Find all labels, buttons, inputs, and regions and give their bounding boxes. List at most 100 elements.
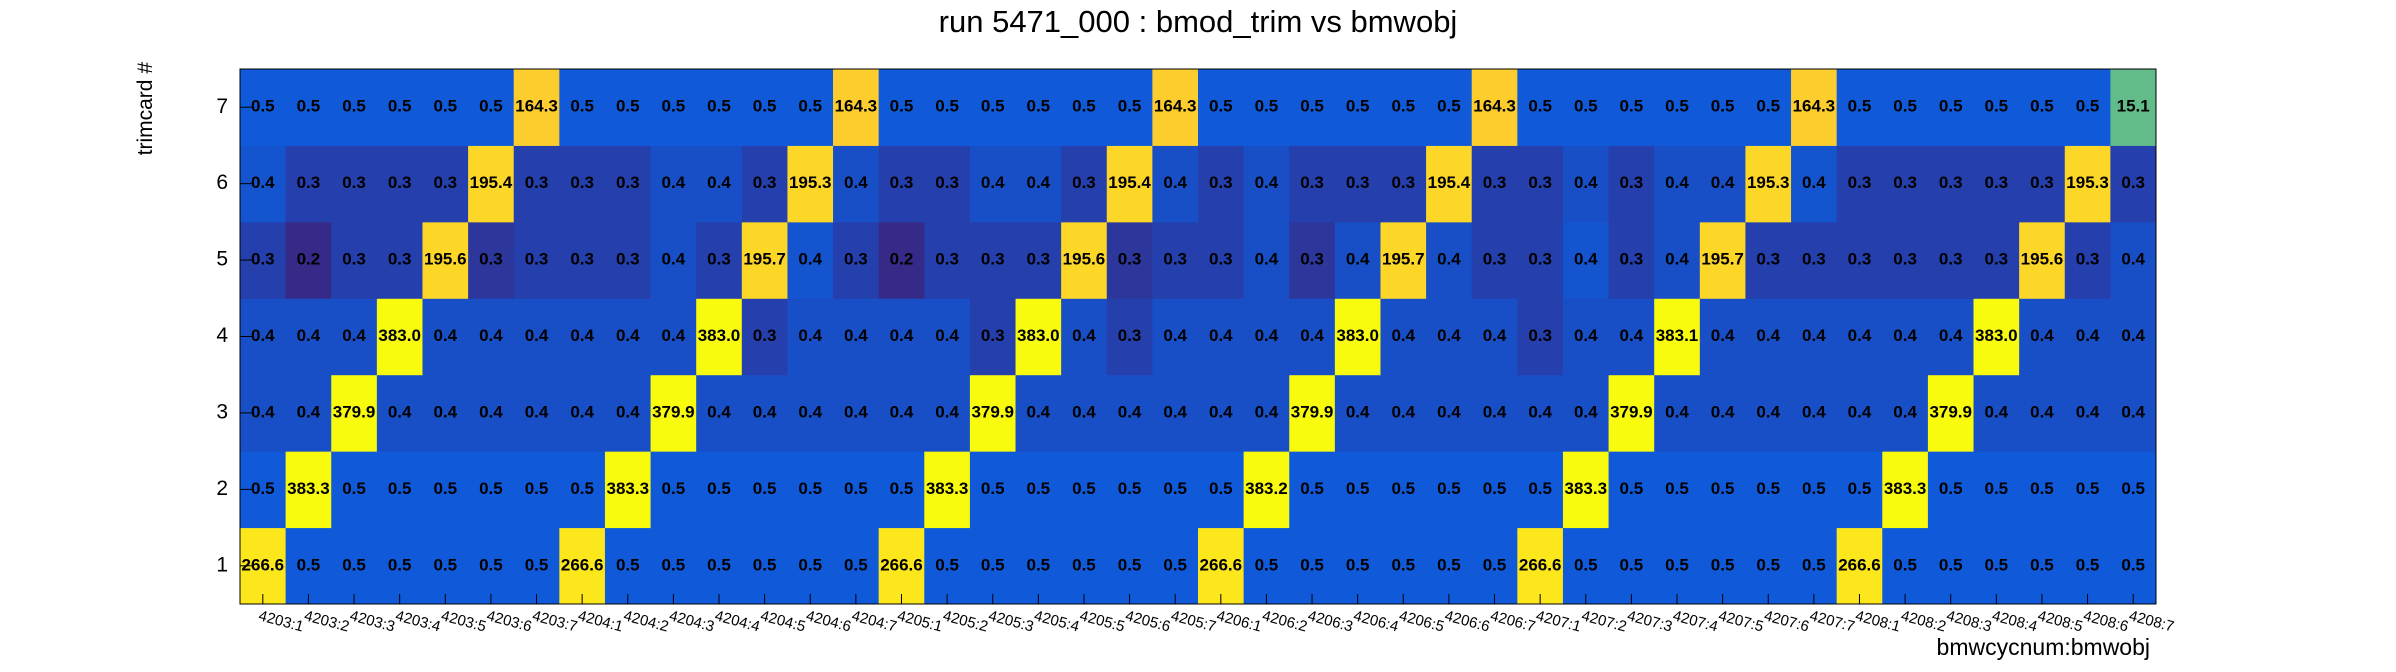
cell-label: 0.5 — [844, 555, 868, 574]
heat-cell — [2019, 451, 2066, 529]
cell-label: 0.5 — [935, 97, 959, 116]
heat-cell — [1973, 451, 2020, 529]
cell-label: 0.3 — [1528, 250, 1552, 269]
cell-label: 0.5 — [2030, 555, 2054, 574]
cell-label: 0.4 — [890, 326, 914, 345]
heat-cell — [1973, 221, 2020, 299]
cell-label: 0.5 — [1163, 555, 1187, 574]
heat-cell — [331, 451, 378, 529]
cell-label: 0.3 — [1163, 250, 1187, 269]
heat-cell — [1517, 451, 1564, 529]
heat-cell — [422, 69, 469, 146]
heat-cell — [331, 527, 378, 605]
heat-cell — [1517, 69, 1564, 146]
cell-label: 0.5 — [433, 479, 457, 498]
cell-label: 0.5 — [1163, 479, 1187, 498]
cell-label: 379.9 — [971, 402, 1014, 421]
cell-label: 0.4 — [2076, 402, 2100, 421]
cell-label: 0.5 — [1528, 479, 1552, 498]
cell-label: 0.5 — [342, 97, 366, 116]
heat-cell — [1927, 145, 1975, 223]
cell-label: 195.4 — [1428, 173, 1471, 192]
cell-label: 0.3 — [1985, 250, 2009, 269]
cell-label: 383.0 — [1017, 326, 1060, 345]
cell-label: 0.5 — [1118, 555, 1142, 574]
heat-cell — [696, 527, 743, 605]
cell-label: 0.3 — [1118, 326, 1142, 345]
cell-label: 0.2 — [890, 250, 914, 269]
heat-cell — [1654, 221, 1701, 299]
cell-label: 379.9 — [1610, 402, 1653, 421]
heat-cell — [513, 298, 560, 376]
heat-cell — [1745, 298, 1792, 376]
cell-label: 0.4 — [251, 402, 275, 421]
cell-label: 0.5 — [1118, 97, 1142, 116]
cell-label: 0.4 — [1483, 402, 1507, 421]
cell-label: 0.3 — [616, 173, 640, 192]
cell-label: 0.4 — [935, 326, 959, 345]
cell-label: 195.7 — [1382, 250, 1425, 269]
heat-cell — [1654, 145, 1701, 223]
x-tick-label: 4203:1 — [257, 607, 306, 635]
heat-cell — [1699, 298, 1746, 376]
cell-label: 0.5 — [1756, 97, 1780, 116]
cell-label: 0.5 — [2076, 555, 2100, 574]
cell-label: 0.5 — [1391, 555, 1415, 574]
heat-cell — [1745, 145, 1792, 223]
heat-cell — [1426, 298, 1473, 376]
cell-label: 0.5 — [2121, 479, 2145, 498]
heat-cell — [1198, 69, 1245, 146]
heat-cell — [741, 69, 788, 146]
cell-label: 0.4 — [251, 326, 275, 345]
x-tick-label: 4208:5 — [2036, 607, 2085, 635]
cell-label: 0.3 — [753, 173, 777, 192]
heat-cell — [696, 221, 743, 299]
cell-label: 0.3 — [433, 173, 457, 192]
cell-label: 379.9 — [333, 402, 376, 421]
cell-label: 0.5 — [1802, 479, 1826, 498]
cell-label: 0.4 — [1802, 173, 1826, 192]
cell-label: 0.4 — [798, 250, 822, 269]
heat-cell — [604, 374, 652, 452]
heat-cell — [1380, 69, 1427, 146]
heat-cell — [650, 451, 697, 529]
heat-cell — [1973, 145, 2020, 223]
cell-label: 0.5 — [2030, 97, 2054, 116]
y-tick-label: 2 — [216, 477, 228, 500]
heat-cell — [1517, 145, 1564, 223]
cell-label: 0.3 — [1209, 250, 1233, 269]
heat-cell — [1882, 298, 1929, 376]
heat-cell — [1562, 451, 1610, 529]
cell-label: 383.0 — [1336, 326, 1379, 345]
cell-label: 0.4 — [1711, 173, 1735, 192]
y-tick-label: 7 — [216, 95, 228, 118]
heat-cell — [1015, 145, 1062, 223]
cell-label: 383.0 — [1975, 326, 2018, 345]
cell-label: 164.3 — [1793, 97, 1836, 116]
cell-label: 383.3 — [1564, 479, 1607, 498]
cell-label: 383.3 — [926, 479, 969, 498]
cell-label: 0.5 — [1893, 555, 1917, 574]
heat-cell — [650, 145, 697, 223]
heat-cell — [1836, 527, 1883, 605]
cell-label: 0.5 — [1939, 555, 1963, 574]
heat-cell — [741, 221, 788, 299]
heat-cell — [604, 145, 652, 223]
cell-label: 0.5 — [1437, 97, 1461, 116]
cell-label: 0.4 — [662, 326, 686, 345]
x-tick-label: 4203:6 — [485, 607, 534, 635]
cell-label: 0.5 — [1620, 555, 1644, 574]
cell-label: 0.3 — [707, 250, 731, 269]
heat-cell — [1061, 451, 1108, 529]
heat-cell — [1061, 145, 1108, 223]
heat-cell — [2064, 527, 2111, 605]
cell-label: 0.3 — [1939, 173, 1963, 192]
heat-cell — [2110, 451, 2157, 529]
heat-cell — [468, 298, 515, 376]
cell-label: 0.3 — [981, 250, 1005, 269]
heat-cell — [1562, 69, 1610, 146]
cell-label: 0.4 — [1391, 402, 1415, 421]
heat-cell — [1699, 374, 1746, 452]
cell-label: 0.5 — [388, 555, 412, 574]
